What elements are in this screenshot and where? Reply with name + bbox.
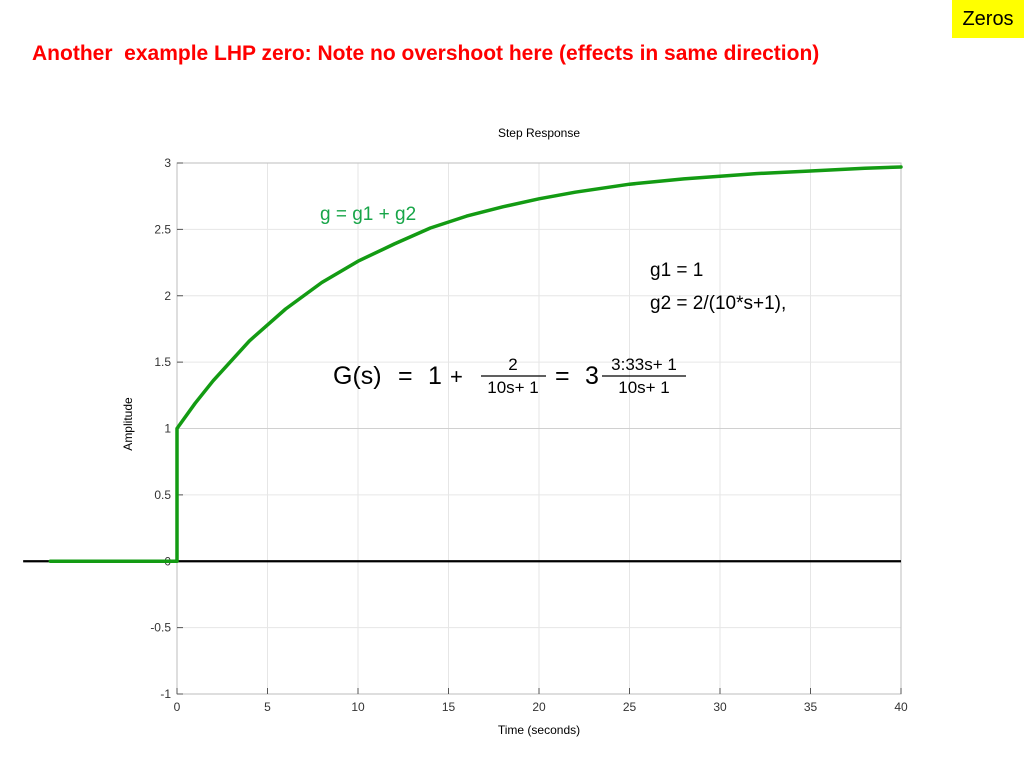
x-tick-label: 5	[264, 700, 271, 714]
formula-one: 1	[428, 362, 442, 390]
x-tick-label: 35	[804, 700, 818, 714]
formula-equals-2: =	[555, 362, 570, 390]
formula-frac2-numerator: 3:33s+ 1	[611, 355, 677, 374]
x-tick-label: 30	[713, 700, 727, 714]
y-tick-label: 2.5	[154, 222, 171, 236]
x-tick-label: 0	[174, 700, 181, 714]
formula-equals-1: =	[398, 362, 413, 390]
x-tick-label: 15	[442, 700, 456, 714]
formula-frac1-denominator: 10s+ 1	[487, 378, 539, 397]
x-tick-label: 20	[532, 700, 546, 714]
series-label: g = g1 + g2	[320, 204, 416, 225]
x-tick-label: 10	[351, 700, 365, 714]
y-tick-label: -1	[160, 687, 171, 701]
series-line-0	[48, 165, 903, 564]
slide-title: Another example LHP zero: Note no oversh…	[32, 42, 820, 65]
x-tick-label: 25	[623, 700, 637, 714]
y-tick-label: 2	[164, 289, 171, 303]
x-tick-label: 40	[894, 700, 908, 714]
y-tick-label: -0.5	[150, 621, 171, 635]
g1-definition: g1 = 1	[650, 260, 703, 281]
transfer-function-formula: G(s) = 1 + 2 10s+ 1 = 3 3:33s+ 1 10s+ 1	[333, 355, 686, 397]
slide-tag: Zeros	[952, 0, 1024, 38]
chart-title: Step Response	[498, 126, 580, 140]
formula-frac1-numerator: 2	[508, 355, 517, 374]
x-axis-label: Time (seconds)	[498, 723, 580, 737]
y-tick-label: 1	[164, 422, 171, 436]
y-tick-label: 0.5	[154, 488, 171, 502]
formula-frac2-denominator: 10s+ 1	[618, 378, 670, 397]
g2-definition: g2 = 2/(10*s+1),	[650, 293, 786, 314]
y-axis-label: Amplitude	[121, 397, 135, 451]
y-tick-label: 1.5	[154, 355, 171, 369]
formula-lhs: G(s)	[333, 362, 382, 390]
y-tick-label: 3	[164, 156, 171, 170]
formula-three: 3	[585, 362, 599, 390]
series-layer	[48, 165, 903, 564]
formula-plus: +	[450, 364, 463, 389]
